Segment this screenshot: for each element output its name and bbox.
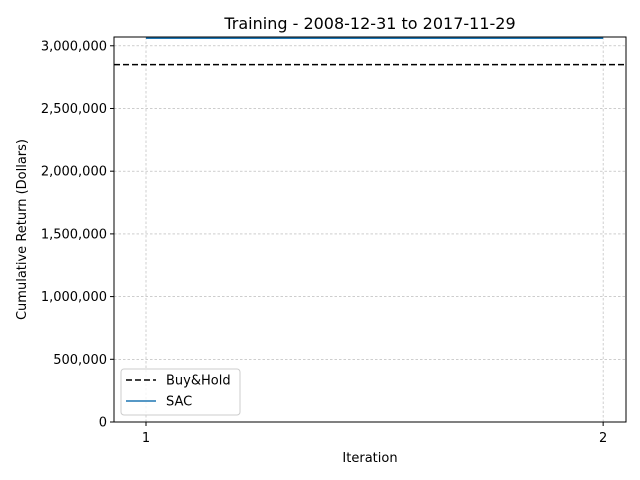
y-tick-label: 2,000,000 [41, 165, 107, 180]
y-tick-label: 500,000 [53, 353, 107, 368]
y-axis-label: Cumulative Return (Dollars) [15, 139, 30, 320]
x-axis-label: Iteration [342, 451, 397, 466]
legend: Buy&Hold SAC [120, 368, 241, 416]
legend-label-sac: SAC [166, 395, 192, 410]
x-tick-label: 1 [142, 431, 150, 446]
y-axis: 0 500,000 1,000,000 1,500,000 2,000,000 2,500… [41, 39, 114, 431]
legend-box [120, 368, 241, 416]
x-tick-label: 2 [599, 431, 607, 446]
plot-frame [113, 36, 627, 423]
series-group [114, 37, 626, 66]
grid [114, 37, 626, 423]
chart-title: Training - 2008-12-31 to 2017-11-29 [223, 14, 515, 33]
y-tick-label: 0 [99, 416, 107, 431]
y-tick-label: 3,000,000 [41, 39, 107, 54]
y-tick-label: 1,000,000 [41, 290, 107, 305]
y-tick-label: 2,500,000 [41, 102, 107, 117]
y-tick-label: 1,500,000 [41, 227, 107, 242]
legend-label-buy-hold: Buy&Hold [166, 374, 231, 389]
